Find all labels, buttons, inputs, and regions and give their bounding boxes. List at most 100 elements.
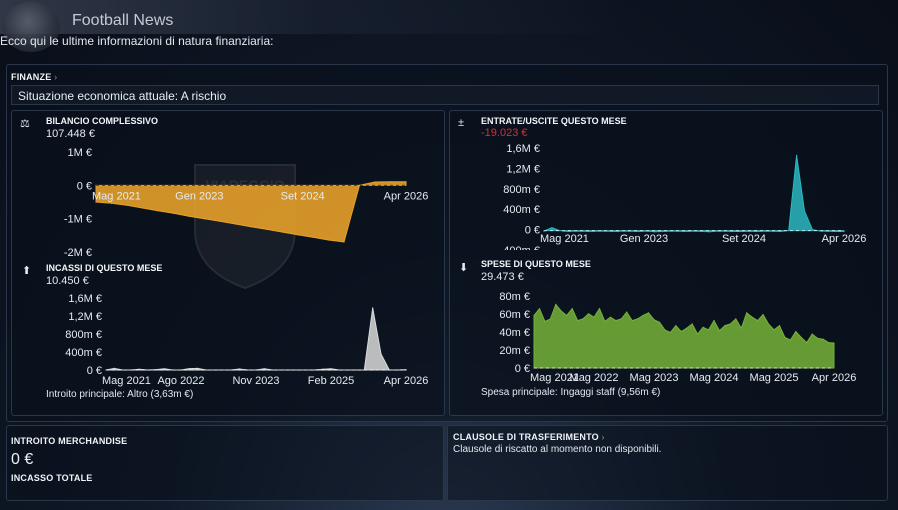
data-point — [380, 353, 382, 355]
top-bar — [0, 0, 898, 34]
x-tick-label: Mag 2021 — [102, 375, 151, 387]
data-point — [263, 368, 265, 370]
net-title: ENTRATE/USCITE QUESTO MESE — [481, 116, 627, 126]
data-point — [405, 181, 407, 183]
transfer-text: Clausole di riscatto al momento non disp… — [453, 444, 662, 455]
data-point — [582, 318, 584, 320]
data-point — [789, 339, 791, 341]
data-point — [272, 369, 274, 371]
y-tick-label: 60m € — [499, 309, 530, 321]
data-point — [598, 308, 601, 310]
income-chart-group: 1,6M € 1,2M € 800m € 400m € 0 €Mag 2021 Ago 2… — [65, 293, 428, 387]
y-tick-label: 0 € — [77, 180, 92, 192]
data-point — [205, 369, 207, 371]
total-income-label: INCASSO TOTALE — [11, 473, 93, 483]
data-point — [113, 367, 115, 369]
data-point — [788, 230, 790, 232]
data-point — [817, 337, 819, 339]
data-point — [746, 312, 748, 314]
data-point — [686, 327, 688, 329]
data-point — [806, 342, 808, 344]
transfer-section-title[interactable]: CLAUSOLE DI TRASFERIMENTO › — [453, 432, 605, 442]
data-point — [647, 312, 650, 314]
data-point — [230, 369, 232, 371]
data-point — [740, 327, 742, 329]
x-tick-label: Mag 2021 — [540, 233, 589, 245]
data-point — [163, 368, 165, 370]
data-point — [822, 338, 824, 340]
data-point — [669, 331, 671, 333]
data-point — [762, 314, 764, 316]
data-point — [637, 318, 639, 320]
data-point — [811, 229, 813, 231]
transfer-panel — [447, 425, 888, 501]
data-point — [795, 331, 797, 333]
data-point — [740, 230, 742, 233]
data-point — [622, 230, 624, 232]
y-tick-label: 800m € — [65, 329, 102, 341]
data-point — [803, 210, 806, 212]
data-point — [222, 369, 224, 371]
x-tick-label: Mag 2025 — [750, 372, 799, 384]
merchandise-title: INTROITO MERCHANDISE — [11, 436, 128, 446]
y-tick-label: 1,6M € — [506, 143, 540, 155]
y-tick-label: 800m € — [503, 184, 540, 196]
y-tick-label: 1,2M € — [506, 163, 540, 175]
data-point — [606, 230, 608, 232]
data-point — [343, 241, 345, 243]
data-point — [555, 303, 557, 306]
y-tick-label: 400m € — [65, 347, 102, 359]
data-point — [363, 369, 365, 371]
data-point — [188, 368, 190, 370]
y-tick-label: 20m € — [499, 345, 530, 357]
arrow-up-icon: ⬆ — [22, 265, 32, 277]
transfer-title: CLAUSOLE DI TRASFERIMENTO — [453, 432, 599, 442]
data-point — [587, 313, 590, 315]
y-tick-label: 40m € — [499, 327, 530, 339]
data-point — [772, 230, 774, 232]
y-tick-label: -400m € — [500, 245, 540, 250]
data-point — [347, 369, 349, 371]
data-point — [172, 212, 175, 214]
y-tick-label: 1,6M € — [68, 293, 102, 305]
data-point — [725, 230, 727, 232]
data-point — [95, 201, 97, 203]
data-point — [620, 318, 622, 320]
data-point — [110, 202, 113, 204]
data-point — [664, 329, 666, 331]
data-point — [405, 369, 407, 371]
x-tick-label: Apr 2026 — [384, 375, 429, 387]
data-point — [549, 318, 551, 320]
x-tick-label: Mag 2021 — [92, 190, 141, 202]
data-point — [203, 218, 206, 220]
data-point — [653, 319, 655, 321]
x-tick-label: Apr 2026 — [384, 190, 429, 202]
data-point — [296, 234, 299, 236]
data-point — [780, 230, 782, 233]
data-point — [693, 230, 695, 232]
spend-title: SPESE DI QUESTO MESE — [481, 259, 591, 269]
data-point — [281, 231, 283, 233]
spend-main-note: Spesa principale: Ingaggi staff (9,56m €… — [481, 387, 661, 398]
data-point — [630, 230, 632, 232]
data-point — [827, 342, 830, 344]
x-tick-label: Mag 2024 — [690, 372, 739, 384]
data-point — [724, 325, 726, 327]
finanze-section-title[interactable]: FINANZE › — [11, 72, 57, 82]
data-point — [297, 369, 299, 371]
chevron-right-icon: › — [51, 72, 58, 82]
data-point — [533, 314, 535, 317]
x-tick-label: Ago 2022 — [157, 375, 204, 387]
data-point — [355, 369, 357, 371]
x-tick-label: Feb 2025 — [308, 375, 354, 387]
intro-text: Ecco qui le ultime informazioni di natur… — [0, 34, 274, 48]
series-area — [533, 303, 835, 369]
data-point — [330, 368, 332, 370]
data-point — [372, 307, 374, 309]
merchandise-value: 0 € — [11, 451, 34, 468]
data-point — [566, 314, 568, 317]
data-point — [677, 230, 679, 232]
data-point — [598, 230, 600, 232]
balance-title: BILANCIO COMPLESSIVO — [46, 116, 159, 126]
data-point — [122, 369, 124, 371]
